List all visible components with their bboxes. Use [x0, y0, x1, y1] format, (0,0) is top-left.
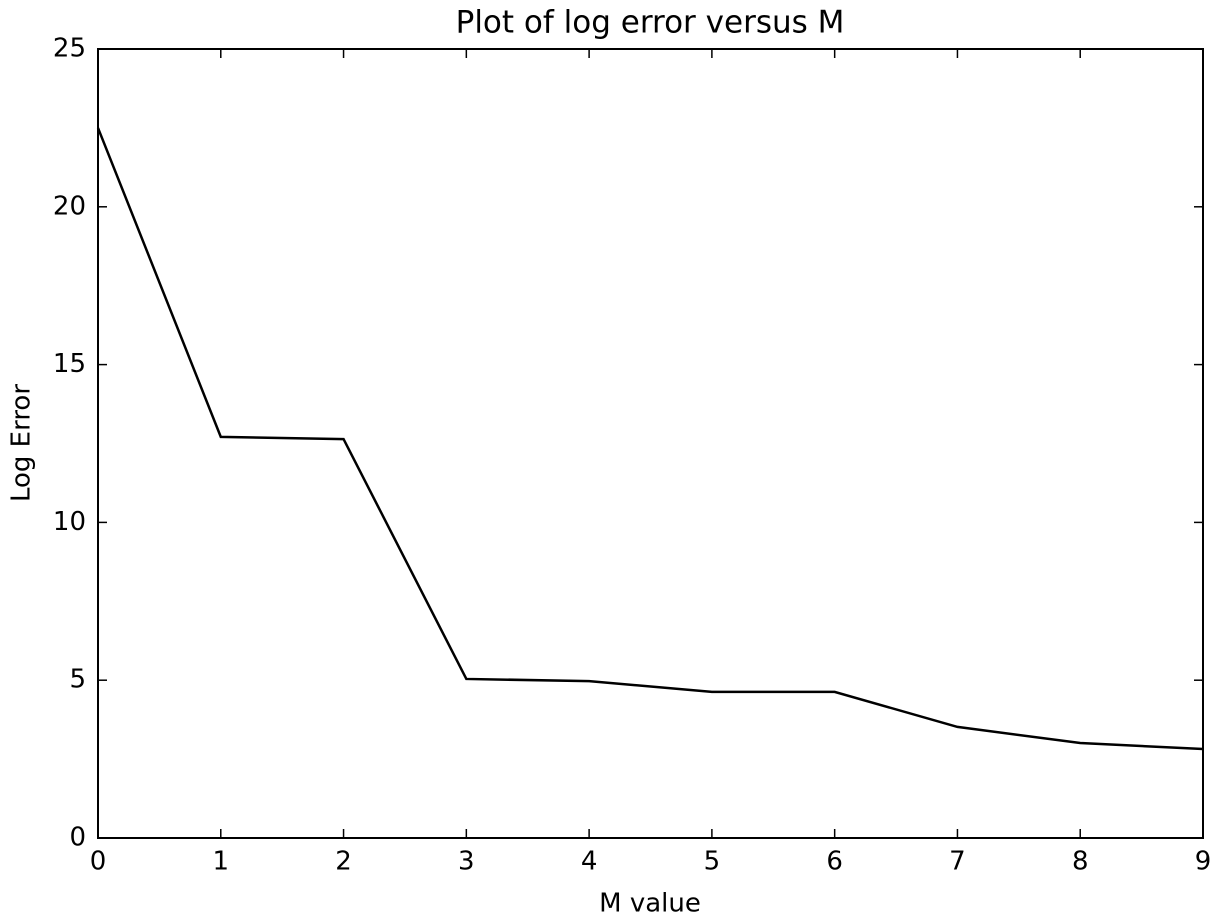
x-tick-label: 0	[90, 847, 107, 877]
y-tick-label: 25	[53, 34, 86, 64]
x-axis-label: M value	[599, 889, 701, 919]
y-axis-label: Log Error	[7, 384, 37, 502]
x-tick-label: 5	[704, 847, 721, 877]
x-tick-label: 4	[581, 847, 598, 877]
y-tick-label: 20	[53, 191, 86, 221]
chart-title: Plot of log error versus M	[456, 5, 845, 41]
x-tick-label: 1	[213, 847, 230, 877]
y-tick-label: 0	[69, 823, 86, 853]
x-tick-label: 9	[1195, 847, 1212, 877]
x-tick-label: 6	[826, 847, 843, 877]
data-line	[96, 127, 1204, 751]
y-tick-label: 15	[53, 349, 86, 379]
x-tick-label: 3	[458, 847, 475, 877]
plot-frame	[97, 48, 1204, 839]
x-tick-label: 8	[1072, 847, 1089, 877]
x-tick-label: 2	[335, 847, 352, 877]
x-tick-label: 7	[949, 847, 966, 877]
y-tick-label: 5	[69, 665, 86, 695]
y-tick-label: 10	[53, 507, 86, 537]
